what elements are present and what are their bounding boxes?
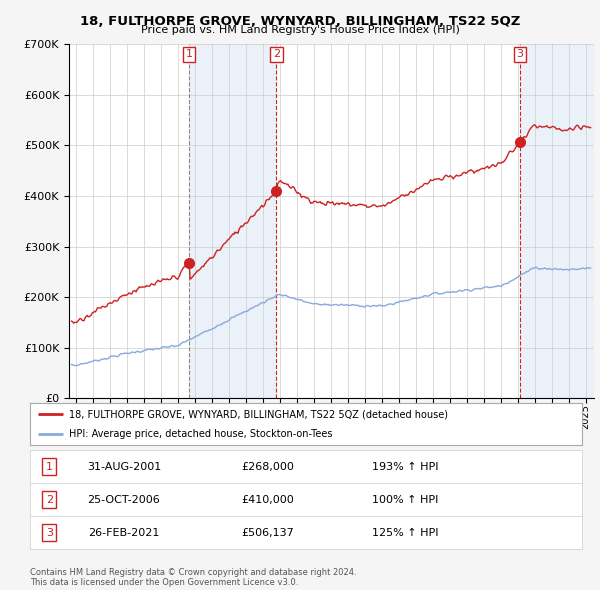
Text: 31-AUG-2001: 31-AUG-2001 — [87, 462, 161, 471]
Bar — [189, 44, 277, 398]
Text: 1: 1 — [46, 462, 53, 471]
Text: 193% ↑ HPI: 193% ↑ HPI — [372, 462, 439, 471]
Text: 2: 2 — [46, 495, 53, 504]
Text: £268,000: £268,000 — [241, 462, 294, 471]
Text: 100% ↑ HPI: 100% ↑ HPI — [372, 495, 439, 504]
Text: Contains HM Land Registry data © Crown copyright and database right 2024.
This d: Contains HM Land Registry data © Crown c… — [30, 568, 356, 587]
Text: Price paid vs. HM Land Registry's House Price Index (HPI): Price paid vs. HM Land Registry's House … — [140, 25, 460, 35]
Bar — [520, 44, 594, 398]
Text: £506,137: £506,137 — [241, 528, 294, 537]
Text: 2: 2 — [273, 50, 280, 60]
Text: 25-OCT-2006: 25-OCT-2006 — [88, 495, 160, 504]
Text: 18, FULTHORPE GROVE, WYNYARD, BILLINGHAM, TS22 5QZ (detached house): 18, FULTHORPE GROVE, WYNYARD, BILLINGHAM… — [68, 409, 448, 419]
Text: 26-FEB-2021: 26-FEB-2021 — [88, 528, 160, 537]
Text: 18, FULTHORPE GROVE, WYNYARD, BILLINGHAM, TS22 5QZ: 18, FULTHORPE GROVE, WYNYARD, BILLINGHAM… — [80, 15, 520, 28]
Text: 3: 3 — [517, 50, 524, 60]
Text: 125% ↑ HPI: 125% ↑ HPI — [372, 528, 439, 537]
Text: HPI: Average price, detached house, Stockton-on-Tees: HPI: Average price, detached house, Stoc… — [68, 429, 332, 439]
Text: £410,000: £410,000 — [241, 495, 294, 504]
Text: 3: 3 — [46, 528, 53, 537]
Text: 1: 1 — [185, 50, 193, 60]
